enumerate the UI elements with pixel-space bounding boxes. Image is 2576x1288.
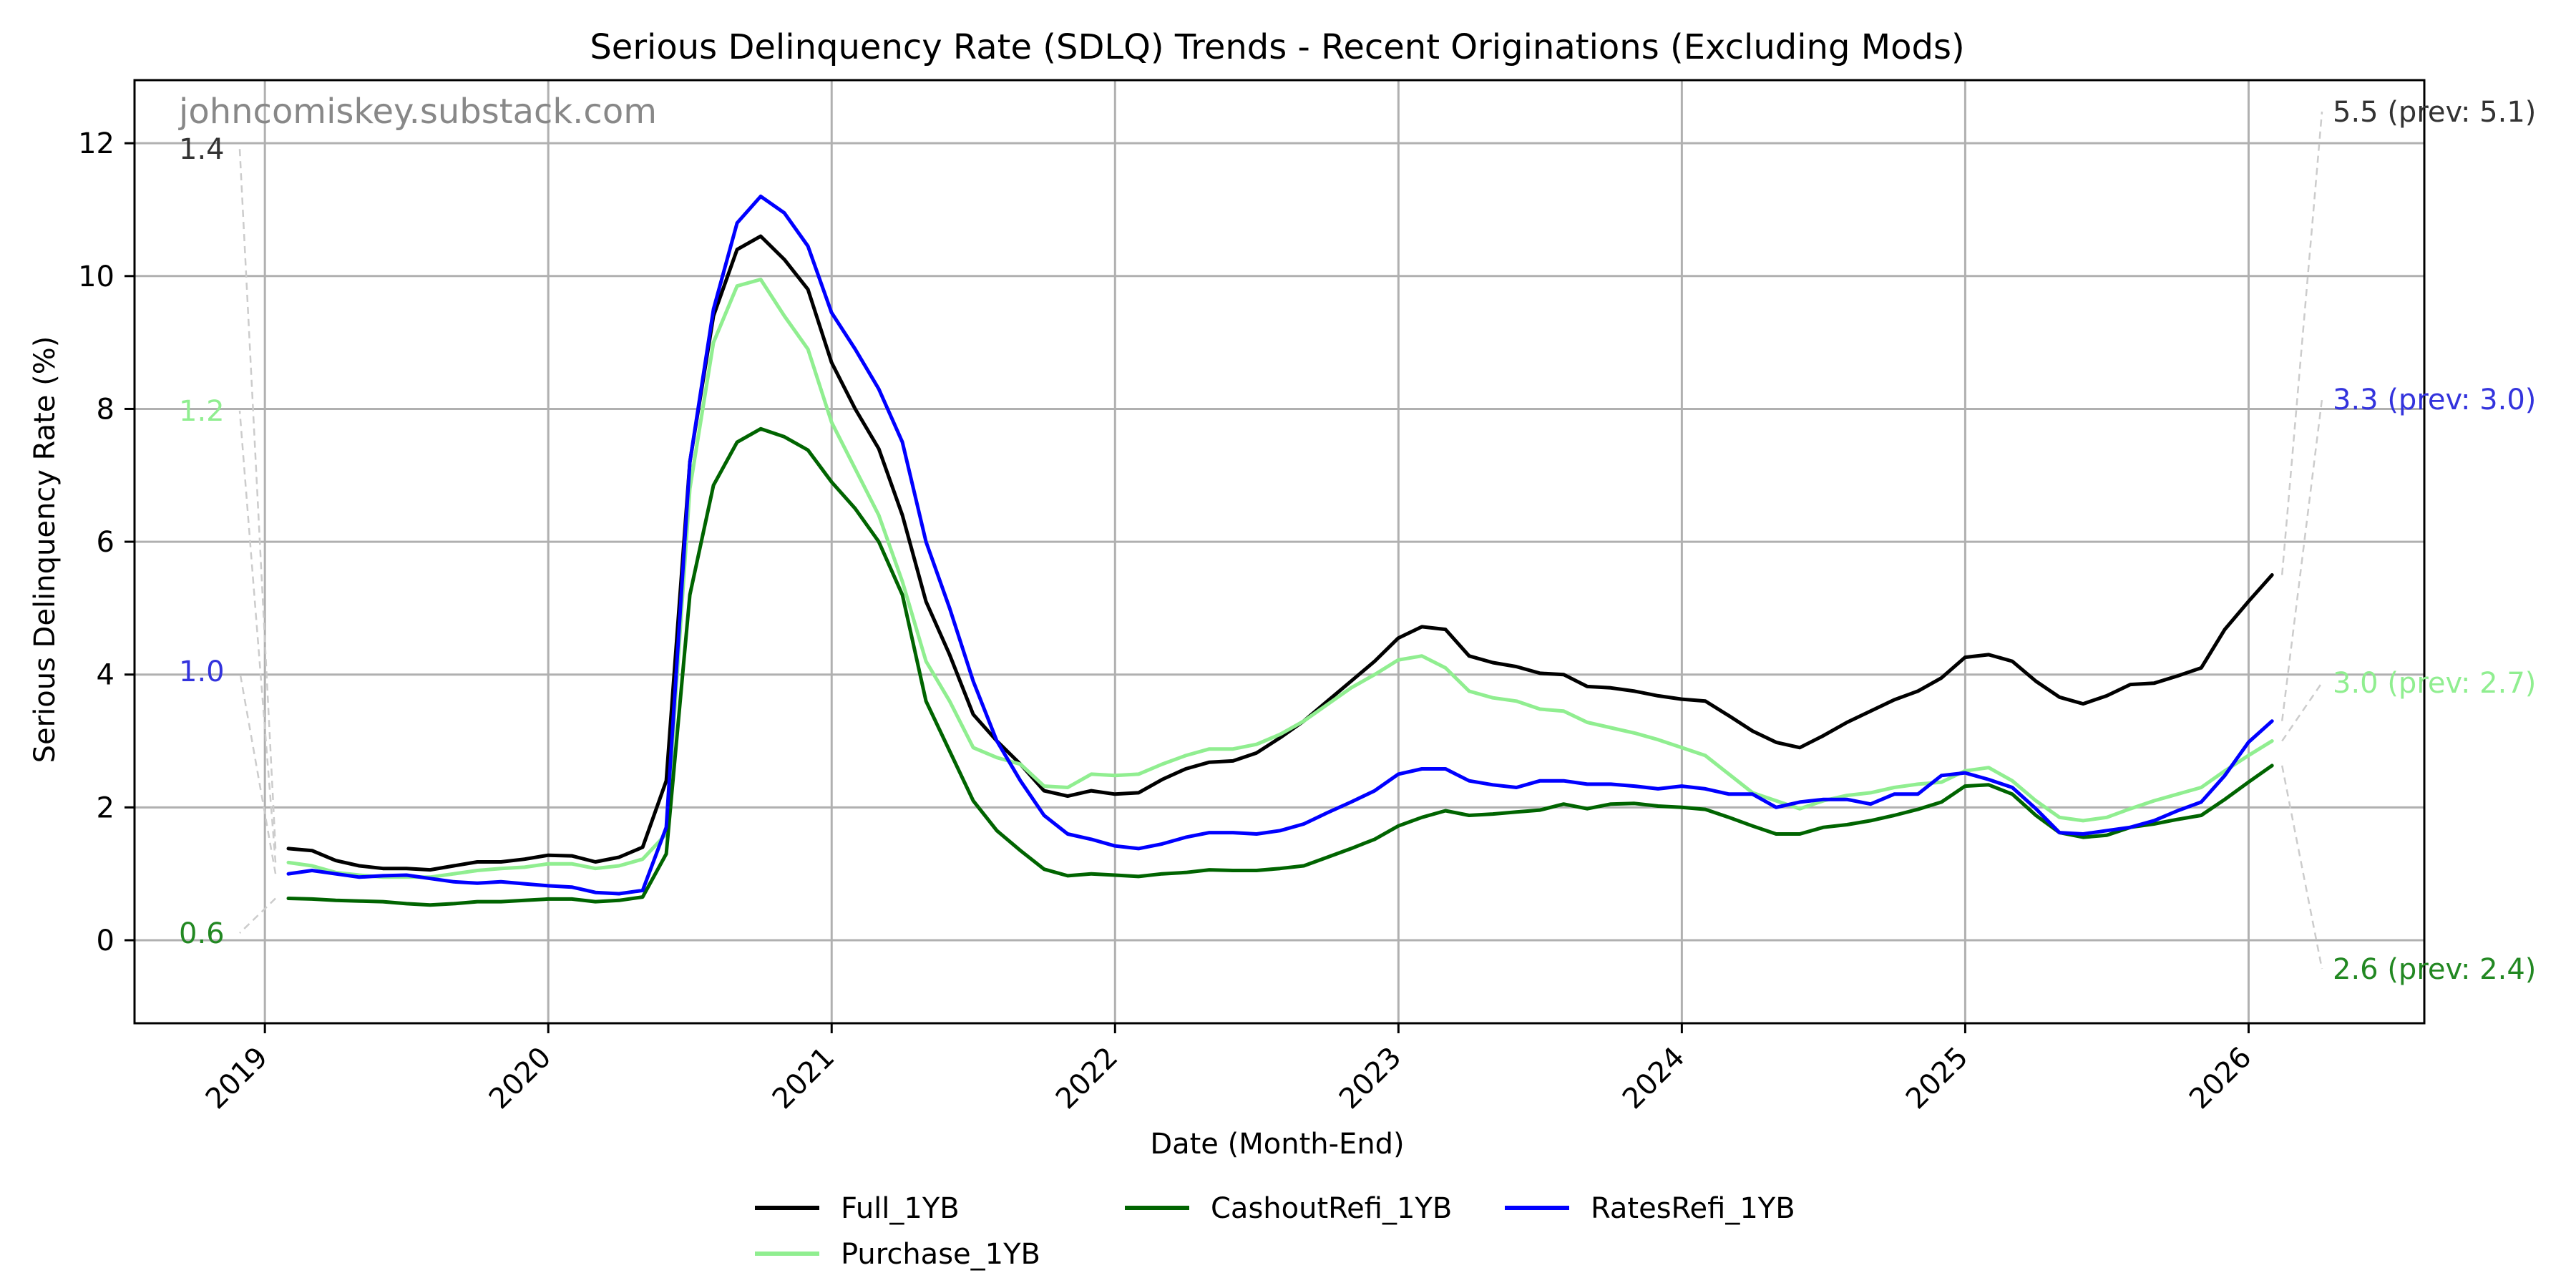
watermark: johncomiskey.substack.com [178, 92, 657, 132]
left-connector [239, 897, 276, 934]
x-axis-label: Date (Month-End) [1150, 1128, 1404, 1161]
x-tick-label: 2022 [1050, 1041, 1125, 1116]
legend-label: Purchase_1YB [841, 1238, 1040, 1271]
annotation-connectors [238, 111, 2323, 970]
y-tick-label: 2 [97, 791, 114, 824]
y-tick-label: 6 [97, 526, 114, 559]
right-connector [2280, 111, 2323, 575]
right-annotation: 5.5 (prev: 5.1) [2333, 96, 2536, 129]
x-tick-label: 2026 [2183, 1041, 2258, 1116]
left-connector [238, 148, 277, 849]
left-annotation: 1.4 [179, 133, 225, 166]
x-tick-label: 2019 [200, 1041, 275, 1116]
series-line-purchase-1yb [286, 278, 2274, 879]
x-tick-label: 2023 [1333, 1041, 1408, 1116]
series-lines [286, 194, 2274, 907]
left-connector [238, 670, 277, 874]
plot-frame [133, 79, 2426, 1025]
y-tick-label: 10 [78, 260, 114, 293]
y-tick-label: 12 [78, 127, 114, 160]
series-line-full-1yb [286, 234, 2274, 872]
right-annotation: 3.3 (prev: 3.0) [2333, 384, 2536, 416]
legend-label: RatesRefi_1YB [1591, 1192, 1795, 1225]
left-annotation: 1.2 [179, 395, 225, 428]
legend-label: Full_1YB [841, 1192, 960, 1225]
x-axis-ticks: 2019 2020 2021 2022 2023 2024 2025 2026 [200, 1023, 2258, 1116]
left-annotation: 1.0 [179, 655, 225, 688]
legend: Full_1YB CashoutRefi_1YB RatesRefi_1YB Purc… [755, 1192, 1795, 1271]
right-connector [2280, 765, 2323, 970]
y-tick-label: 4 [97, 659, 114, 692]
x-tick-label: 2020 [483, 1041, 558, 1116]
right-annotation: 3.0 (prev: 2.7) [2333, 667, 2536, 700]
legend-label: CashoutRefi_1YB [1211, 1192, 1452, 1225]
x-tick-label: 2025 [1900, 1041, 1975, 1116]
left-annotation: 0.6 [179, 917, 225, 950]
left-connector [238, 410, 277, 863]
grid-lines [135, 80, 2424, 1023]
y-axis-ticks: 0 2 4 6 8 10 12 [78, 127, 135, 957]
right-connector [2281, 682, 2323, 742]
y-tick-label: 8 [97, 393, 114, 426]
right-annotation: 2.6 (prev: 2.4) [2333, 953, 2536, 986]
chart-title: Serious Delinquency Rate (SDLQ) Trends -… [590, 27, 1964, 67]
x-tick-label: 2024 [1616, 1041, 1692, 1116]
series-line-ratesrefi-1yb [286, 194, 2274, 896]
right-connector [2280, 399, 2323, 721]
x-tick-label: 2021 [766, 1041, 841, 1116]
y-axis-label: Serious Delinquency Rate (%) [29, 336, 62, 763]
y-tick-label: 0 [97, 924, 114, 957]
series-line-cashoutrefi-1yb [286, 426, 2274, 907]
value-annotations: 1.4 1.2 1.0 0.6 5.5 (prev: 5.1) 3.3 (prev: 3.… [179, 96, 2536, 986]
